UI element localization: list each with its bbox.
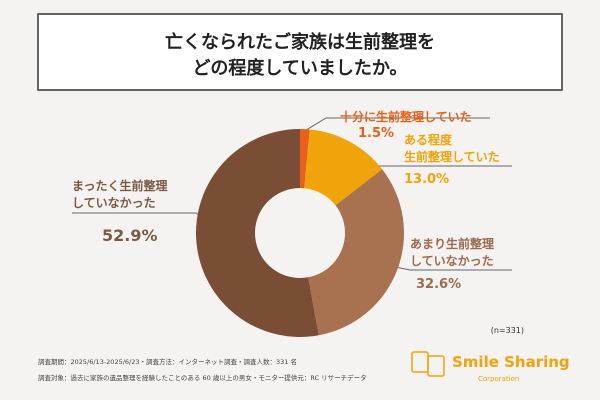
logo-icon <box>427 355 445 377</box>
logo-icon <box>411 351 429 373</box>
title-box <box>37 13 563 91</box>
category-label: ある程度 生前整理していた <box>404 133 500 164</box>
leader-line <box>302 117 490 133</box>
footnote: 調査対象：過去に家族の遺品整理を経験したことのある 60 歳以上の男女・モニター… <box>38 374 367 382</box>
footnote: 調査期間：2025/6/13-2025/6/23・調査方法：インターネット調査・… <box>38 358 297 366</box>
value-label: 1.5% <box>358 126 395 141</box>
value-label: 52.9% <box>102 226 158 245</box>
donut-slice <box>308 169 405 336</box>
logo: Smile Sharing Corporation <box>411 351 570 383</box>
donut-slice <box>304 129 383 206</box>
value-label: 32.6% <box>416 277 462 292</box>
category-label: 十分に生前整理していた <box>340 110 472 124</box>
leader-line <box>72 212 213 225</box>
donut-slice <box>300 129 310 189</box>
logo-name: Smile Sharing <box>452 353 570 371</box>
sample-note: (n=331) <box>491 326 524 335</box>
donut-slice <box>195 129 319 338</box>
logo-tagline: Corporation <box>478 375 519 383</box>
chart-title: 亡くなられたご家族は生前整理を <box>165 32 435 53</box>
category-label: まったく生前整理 していなかった <box>72 179 168 210</box>
category-label: あまり生前整理 していなかった <box>410 237 495 268</box>
chart-title: どの程度していましたか。 <box>192 58 408 79</box>
value-label: 13.0% <box>404 172 450 187</box>
